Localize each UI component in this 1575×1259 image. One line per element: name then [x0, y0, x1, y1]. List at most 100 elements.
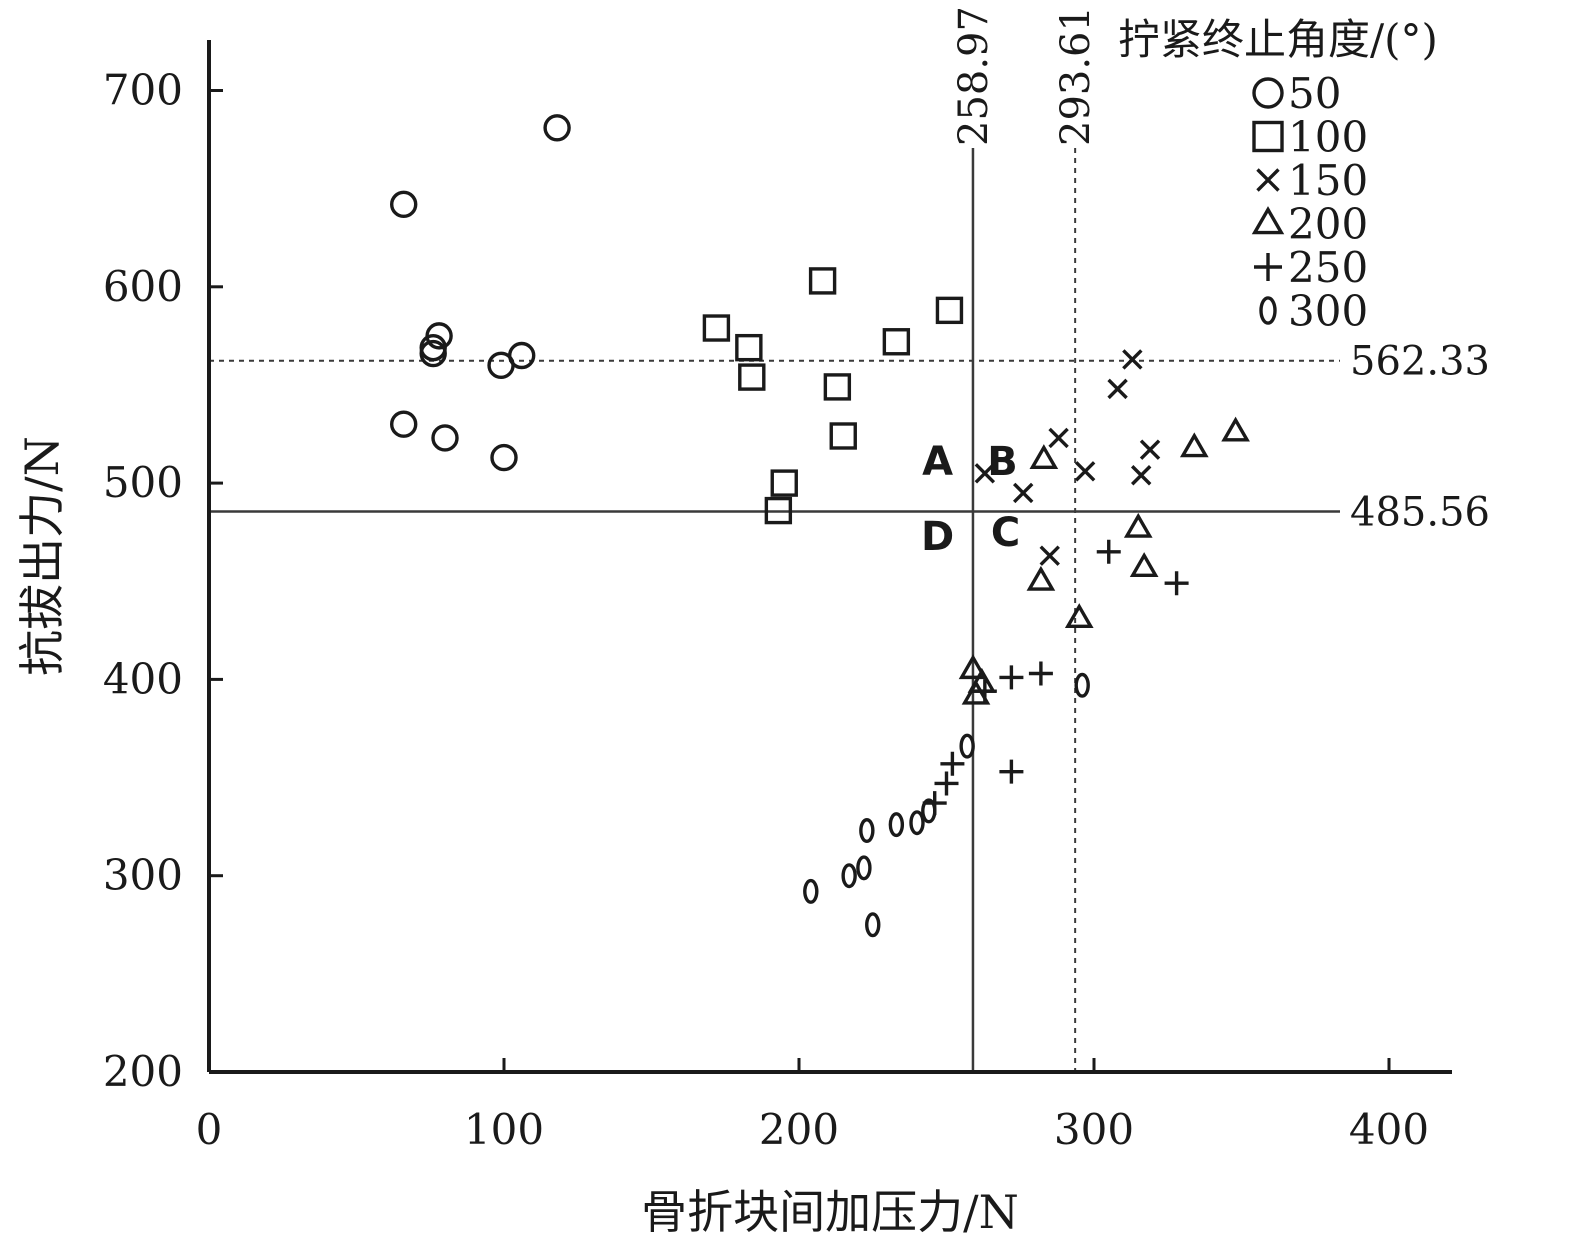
- data-point: [1122, 349, 1143, 370]
- data-point: [1139, 439, 1161, 460]
- series-150: [974, 349, 1161, 566]
- data-point: [490, 443, 518, 472]
- data-point: [829, 422, 857, 450]
- series-100: [702, 267, 964, 525]
- vertical-reference-label: 293.61: [1053, 6, 1099, 146]
- data-point: [999, 759, 1024, 784]
- data-point: [738, 363, 766, 391]
- data-point: [735, 333, 763, 362]
- data-point: [1028, 661, 1053, 686]
- x-tick-label: 0: [196, 1105, 223, 1154]
- legend-marker: [1251, 206, 1285, 235]
- data-point: [823, 373, 852, 401]
- x-tick-label: 200: [759, 1105, 839, 1154]
- data-points: [390, 114, 1250, 938]
- horizontal-reference-label: 485.56: [1350, 489, 1490, 535]
- data-point: [959, 733, 975, 759]
- data-point: [909, 810, 925, 836]
- ticks: 0 100 200 300 400 200 300 400 500 600 700: [103, 66, 1429, 1155]
- data-point: [1129, 552, 1159, 578]
- data-point: [1130, 465, 1152, 486]
- data-point: [974, 463, 996, 484]
- legend-marker: [1254, 253, 1282, 281]
- data-point: [972, 679, 997, 704]
- data-point: [770, 469, 798, 497]
- data-point: [1064, 603, 1094, 629]
- data-point: [390, 410, 418, 438]
- region-label-C: C: [991, 510, 1020, 556]
- data-point: [958, 654, 988, 680]
- series-300: [803, 672, 1090, 938]
- legend-marker: [1256, 168, 1280, 192]
- data-point: [1029, 444, 1059, 470]
- legend-marker: [1252, 77, 1284, 109]
- region-label-D: D: [921, 514, 954, 560]
- legend-marker: [1259, 296, 1277, 325]
- data-point: [1026, 565, 1056, 591]
- data-point: [940, 751, 965, 776]
- data-point: [865, 912, 881, 938]
- axes: [207, 40, 1452, 1074]
- legend-label: 300: [1288, 287, 1368, 336]
- data-point: [1096, 539, 1121, 564]
- y-tick-label: 400: [103, 654, 183, 703]
- legend-label: 200: [1288, 200, 1368, 249]
- x-tick-label: 400: [1349, 1105, 1429, 1154]
- legend-title: 拧紧终止角度/(°): [1118, 15, 1438, 64]
- x-tick-label: 100: [464, 1105, 544, 1154]
- data-point: [921, 798, 937, 824]
- data-point: [961, 679, 991, 705]
- series-50: [390, 114, 571, 472]
- data-point: [1123, 512, 1153, 538]
- data-point: [803, 878, 819, 904]
- y-tick-label: 700: [103, 66, 183, 115]
- legend-label: 100: [1288, 113, 1368, 162]
- series-250: [922, 539, 1189, 816]
- data-point: [1048, 427, 1069, 449]
- data-point: [1074, 461, 1096, 482]
- y-tick-label: 300: [103, 851, 183, 900]
- legend-label: 50: [1288, 69, 1341, 118]
- vertical-reference-label: 258.97: [951, 6, 997, 146]
- data-point: [1039, 545, 1060, 566]
- data-point: [999, 665, 1024, 690]
- data-point: [702, 314, 731, 342]
- y-tick-label: 500: [103, 458, 183, 507]
- region-label-A: A: [922, 439, 953, 485]
- data-point: [888, 812, 905, 838]
- data-point: [1221, 416, 1250, 442]
- y-tick-label: 600: [103, 262, 183, 311]
- data-point: [431, 424, 459, 452]
- data-point: [808, 267, 837, 295]
- y-axis-title: 抗拔出力/N: [15, 436, 69, 676]
- data-point: [1107, 378, 1128, 400]
- region-labels: A BCD: [921, 439, 1020, 560]
- legend-label: 150: [1288, 156, 1368, 205]
- series-200: [958, 416, 1250, 705]
- data-point: [1179, 432, 1209, 458]
- data-point: [1012, 482, 1034, 504]
- data-point: [882, 328, 911, 356]
- horizontal-reference-label: 562.33: [1350, 339, 1490, 385]
- data-point: [841, 863, 857, 889]
- data-point: [859, 818, 875, 844]
- data-point: [487, 351, 515, 380]
- legend-label: 250: [1288, 243, 1368, 292]
- x-tick-label: 300: [1054, 1105, 1134, 1154]
- data-point: [934, 771, 959, 796]
- data-point: [935, 296, 964, 325]
- reference-lines: 258.97 293.61 562.33 485.56: [209, 6, 1490, 1072]
- x-axis-title: 骨折块间加压力/N: [641, 1185, 1019, 1239]
- region-label-B: B: [987, 439, 1018, 485]
- data-point: [856, 855, 872, 881]
- y-tick-label: 200: [103, 1047, 183, 1096]
- legend-marker: [1252, 120, 1284, 153]
- data-point: [1074, 672, 1090, 698]
- data-point: [390, 190, 418, 219]
- data-point: [1164, 571, 1189, 596]
- data-point: [764, 496, 793, 525]
- data-point: [543, 114, 571, 142]
